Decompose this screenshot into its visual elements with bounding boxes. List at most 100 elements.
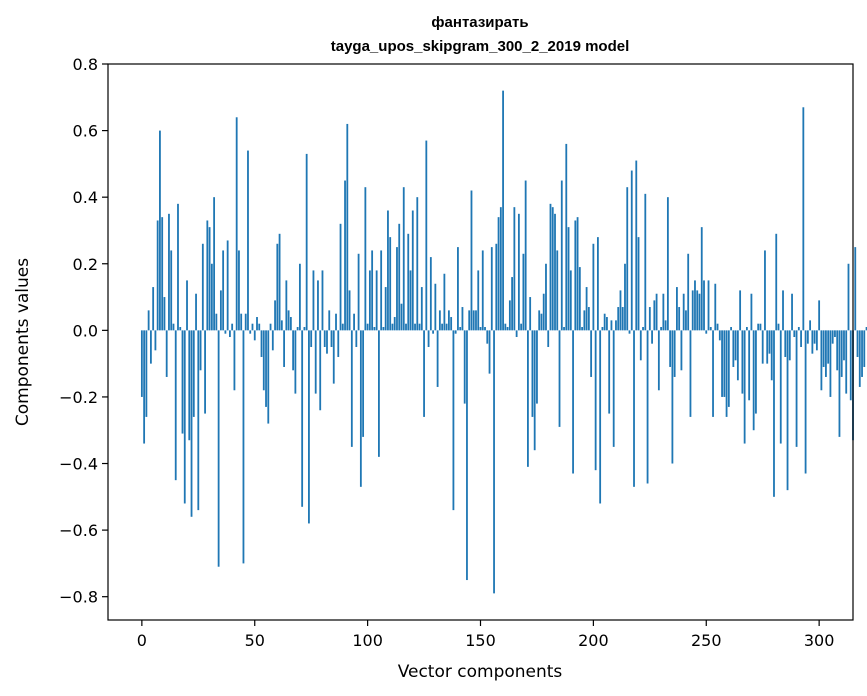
bar [215, 313, 218, 331]
bar [626, 187, 629, 331]
bar [610, 320, 613, 331]
bar [709, 327, 712, 331]
bar [188, 330, 191, 441]
bar [219, 290, 222, 331]
bar [818, 300, 821, 331]
bar [750, 293, 753, 331]
bar [522, 253, 525, 331]
x-tick-label: 50 [245, 631, 265, 650]
bar [204, 330, 206, 414]
bar [730, 327, 732, 331]
bar [845, 330, 848, 394]
bar [233, 330, 236, 391]
bar [463, 330, 466, 404]
bar [450, 317, 453, 331]
bar [454, 330, 457, 334]
bar [425, 140, 428, 331]
bar [294, 330, 297, 394]
bar [429, 257, 432, 331]
bar [249, 330, 252, 334]
bar [373, 327, 376, 331]
bar [396, 247, 398, 331]
bar [651, 330, 653, 344]
bar [809, 320, 812, 331]
bar [527, 330, 529, 467]
bar [617, 307, 620, 331]
bar [265, 330, 267, 407]
bar [314, 330, 317, 394]
bar [596, 237, 599, 331]
bar [736, 330, 739, 381]
bar [247, 150, 249, 331]
bar [238, 250, 240, 331]
bar [770, 330, 773, 381]
bar [630, 170, 633, 331]
bar [691, 290, 694, 331]
bar [445, 323, 448, 331]
bar [183, 330, 186, 504]
bar [244, 313, 247, 331]
bar [635, 160, 638, 331]
bar [335, 313, 337, 331]
y-tick-label: 0.4 [73, 188, 98, 207]
bar [567, 227, 570, 331]
chart-title: фантазирать [431, 14, 528, 31]
bar [748, 330, 751, 401]
bar [432, 330, 434, 334]
bar [289, 317, 292, 331]
x-tick-label: 300 [804, 631, 835, 650]
bar [714, 283, 717, 331]
bar [145, 330, 148, 417]
bar [565, 143, 568, 331]
bar [326, 330, 328, 354]
bar [423, 330, 425, 417]
bar [499, 207, 502, 331]
bar [321, 270, 324, 331]
bar [707, 280, 710, 331]
bar [271, 330, 274, 351]
bar [330, 330, 333, 347]
bar [644, 193, 647, 331]
bar [348, 290, 351, 331]
bar [493, 330, 495, 594]
bar [698, 293, 701, 331]
bar [847, 263, 850, 331]
bar [402, 187, 405, 331]
bar [420, 287, 423, 331]
bar [452, 330, 455, 511]
bar [768, 330, 771, 354]
bar [583, 310, 586, 331]
bar [418, 323, 421, 331]
bar [262, 330, 265, 391]
bar [353, 313, 355, 331]
bar [741, 330, 744, 394]
bar [779, 330, 782, 444]
bar [312, 270, 315, 331]
bar [344, 180, 346, 331]
bar [759, 323, 762, 331]
bar [642, 327, 644, 331]
bar [685, 310, 687, 331]
bar [520, 323, 523, 331]
bar [251, 323, 254, 331]
y-tick-label: −0.2 [59, 388, 98, 407]
bar [414, 323, 416, 331]
bar [515, 330, 518, 338]
bar [206, 220, 209, 331]
bar [317, 280, 319, 331]
bar [806, 330, 809, 344]
bar [551, 207, 554, 331]
bar [836, 330, 839, 371]
bar [459, 327, 462, 331]
bar [599, 330, 602, 504]
bar [831, 330, 834, 344]
bar [734, 330, 737, 361]
x-axis-label: Vector components [398, 662, 563, 682]
bar [628, 330, 631, 334]
bar [384, 287, 387, 331]
bar [732, 330, 735, 367]
bar [366, 323, 369, 331]
bar [529, 297, 532, 331]
bar [669, 330, 672, 367]
bar [633, 330, 635, 487]
